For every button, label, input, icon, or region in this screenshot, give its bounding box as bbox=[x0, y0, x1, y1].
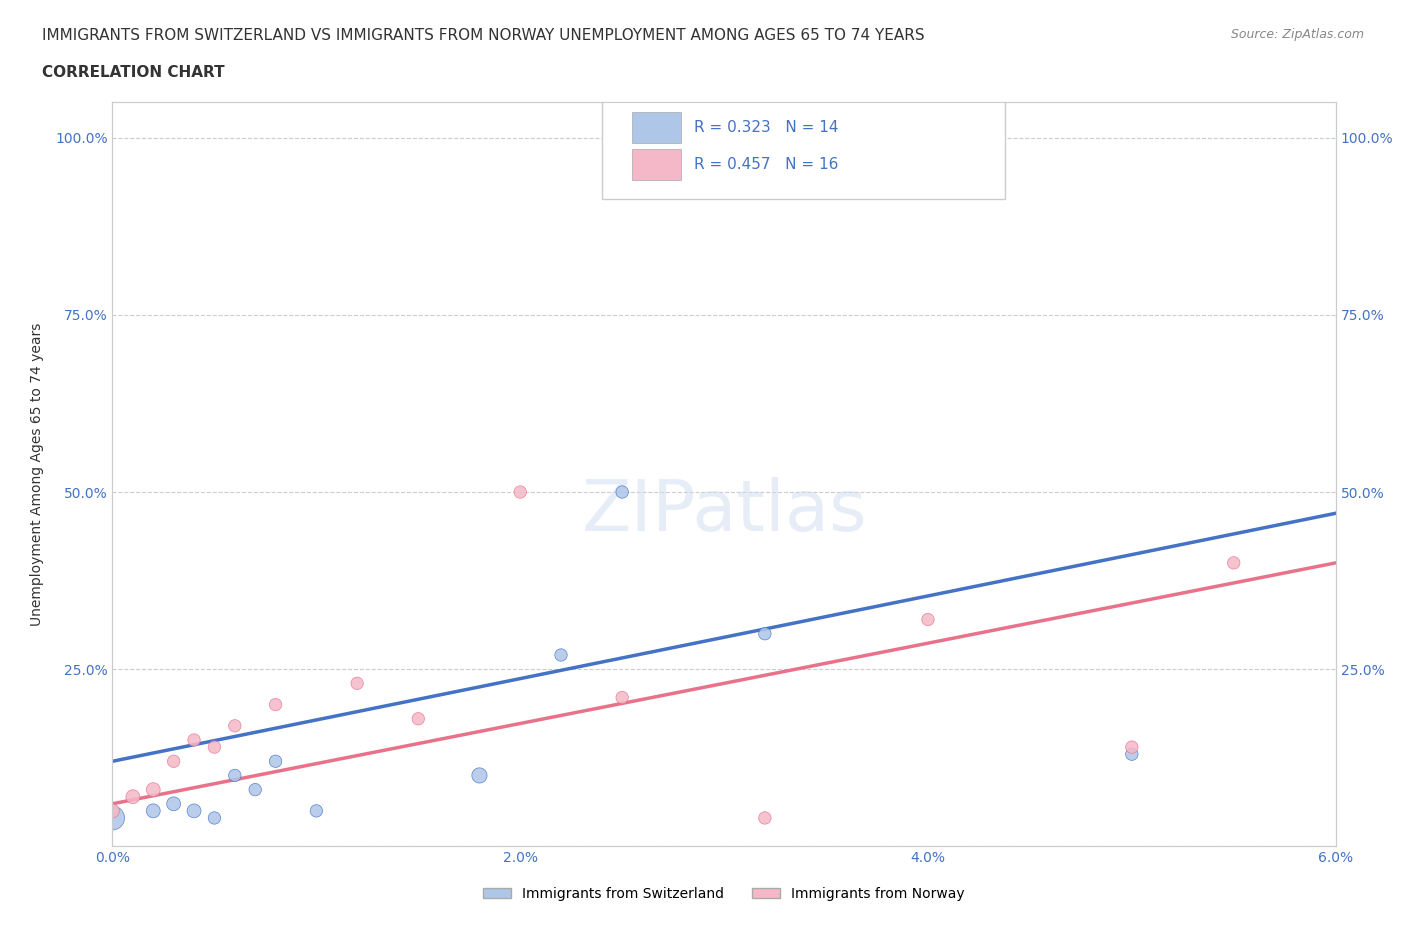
Point bbox=[264, 698, 287, 712]
Point bbox=[122, 790, 145, 804]
Point bbox=[305, 804, 328, 818]
Point bbox=[163, 754, 186, 769]
FancyBboxPatch shape bbox=[602, 95, 1005, 199]
Point bbox=[1121, 747, 1143, 762]
Point bbox=[204, 811, 226, 826]
Point bbox=[550, 647, 572, 662]
Point bbox=[224, 718, 246, 733]
Point bbox=[346, 676, 368, 691]
Point bbox=[101, 811, 124, 826]
Point bbox=[264, 754, 287, 769]
Legend: Immigrants from Switzerland, Immigrants from Norway: Immigrants from Switzerland, Immigrants … bbox=[478, 882, 970, 907]
Point bbox=[183, 733, 205, 748]
Text: ZIPatlas: ZIPatlas bbox=[581, 477, 868, 546]
Point bbox=[224, 768, 246, 783]
Text: R = 0.323   N = 14: R = 0.323 N = 14 bbox=[693, 120, 838, 135]
Point bbox=[142, 804, 165, 818]
Point bbox=[183, 804, 205, 818]
Point bbox=[101, 804, 124, 818]
Point bbox=[509, 485, 531, 499]
Point bbox=[163, 796, 186, 811]
Point bbox=[142, 782, 165, 797]
Point bbox=[612, 690, 634, 705]
Point bbox=[245, 782, 267, 797]
Point bbox=[408, 711, 430, 726]
Text: CORRELATION CHART: CORRELATION CHART bbox=[42, 65, 225, 80]
Point bbox=[1121, 739, 1143, 754]
Point bbox=[917, 612, 939, 627]
Point bbox=[204, 739, 226, 754]
Text: R = 0.457   N = 16: R = 0.457 N = 16 bbox=[693, 157, 838, 172]
Point bbox=[754, 811, 776, 826]
Point bbox=[612, 485, 634, 499]
Point bbox=[1223, 555, 1246, 570]
FancyBboxPatch shape bbox=[633, 112, 682, 143]
Point bbox=[468, 768, 491, 783]
FancyBboxPatch shape bbox=[633, 149, 682, 180]
Point bbox=[754, 626, 776, 641]
Text: Source: ZipAtlas.com: Source: ZipAtlas.com bbox=[1230, 28, 1364, 41]
Text: IMMIGRANTS FROM SWITZERLAND VS IMMIGRANTS FROM NORWAY UNEMPLOYMENT AMONG AGES 65: IMMIGRANTS FROM SWITZERLAND VS IMMIGRANT… bbox=[42, 28, 925, 43]
Y-axis label: Unemployment Among Ages 65 to 74 years: Unemployment Among Ages 65 to 74 years bbox=[30, 323, 44, 626]
